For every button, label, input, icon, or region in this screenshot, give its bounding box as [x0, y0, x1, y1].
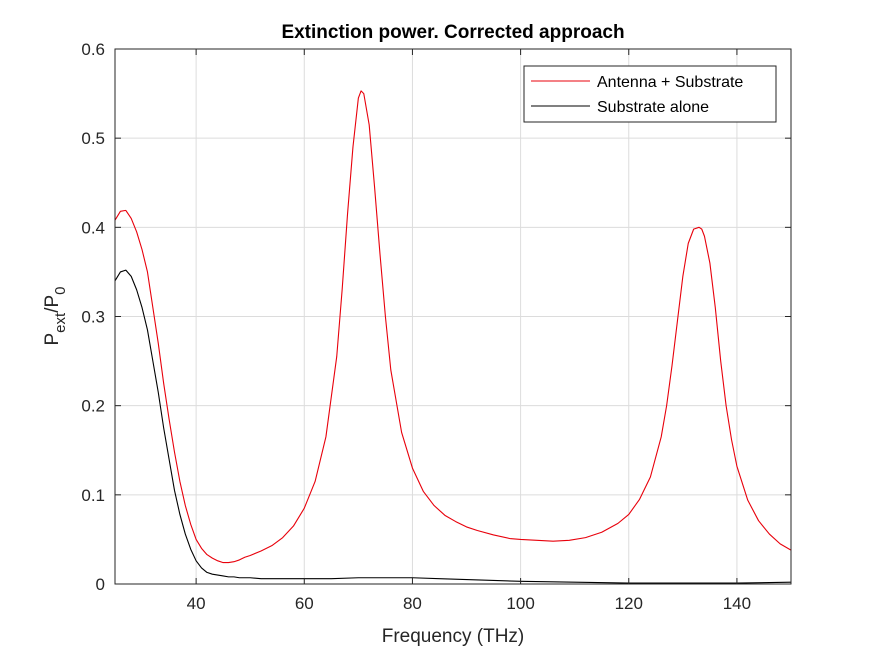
legend-label-substrate-alone: Substrate alone [597, 99, 709, 116]
x-tick-label: 140 [723, 594, 751, 613]
series-line-antenna-substrate [115, 90, 791, 564]
grid [115, 49, 791, 584]
y-tick-label: 0.5 [81, 129, 105, 148]
y-axis-label: Pext/P0 [42, 287, 69, 346]
x-tick-label: 120 [615, 594, 643, 613]
x-tick-label: 60 [295, 594, 314, 613]
y-label-sub-zero: 0 [52, 287, 69, 295]
chart-title: Extinction power. Corrected approach [281, 22, 624, 43]
x-tick-label: 100 [506, 594, 534, 613]
y-tick-label: 0.4 [81, 218, 105, 237]
y-axis-label-text: Pext/P0 [42, 287, 69, 346]
y-tick-label: 0.2 [81, 397, 105, 416]
x-tick-label: 80 [403, 594, 422, 613]
x-tick-label: 40 [187, 594, 206, 613]
legend-box [523, 65, 777, 123]
y-tick-label: 0.1 [81, 486, 105, 505]
y-tick-label: 0.6 [81, 40, 105, 59]
ticks: 40 60 80 100 120 140 0 0.1 0.2 0.3 0.4 0.5 0.6 [81, 40, 791, 613]
series-layer [115, 90, 791, 584]
legend-label-antenna-substrate: Antenna + Substrate [597, 74, 743, 91]
y-tick-label: 0.3 [81, 308, 105, 327]
x-axis-label: Frequency (THz) [382, 626, 525, 647]
legend: Antenna + Substrate Substrate alone [523, 65, 777, 123]
series-line-substrate-alone [115, 269, 791, 584]
y-label-sub-ext: ext [52, 312, 69, 333]
y-label-p: P [42, 333, 63, 346]
y-tick-label: 0 [96, 575, 105, 594]
y-label-slash-p: /P [42, 295, 63, 313]
